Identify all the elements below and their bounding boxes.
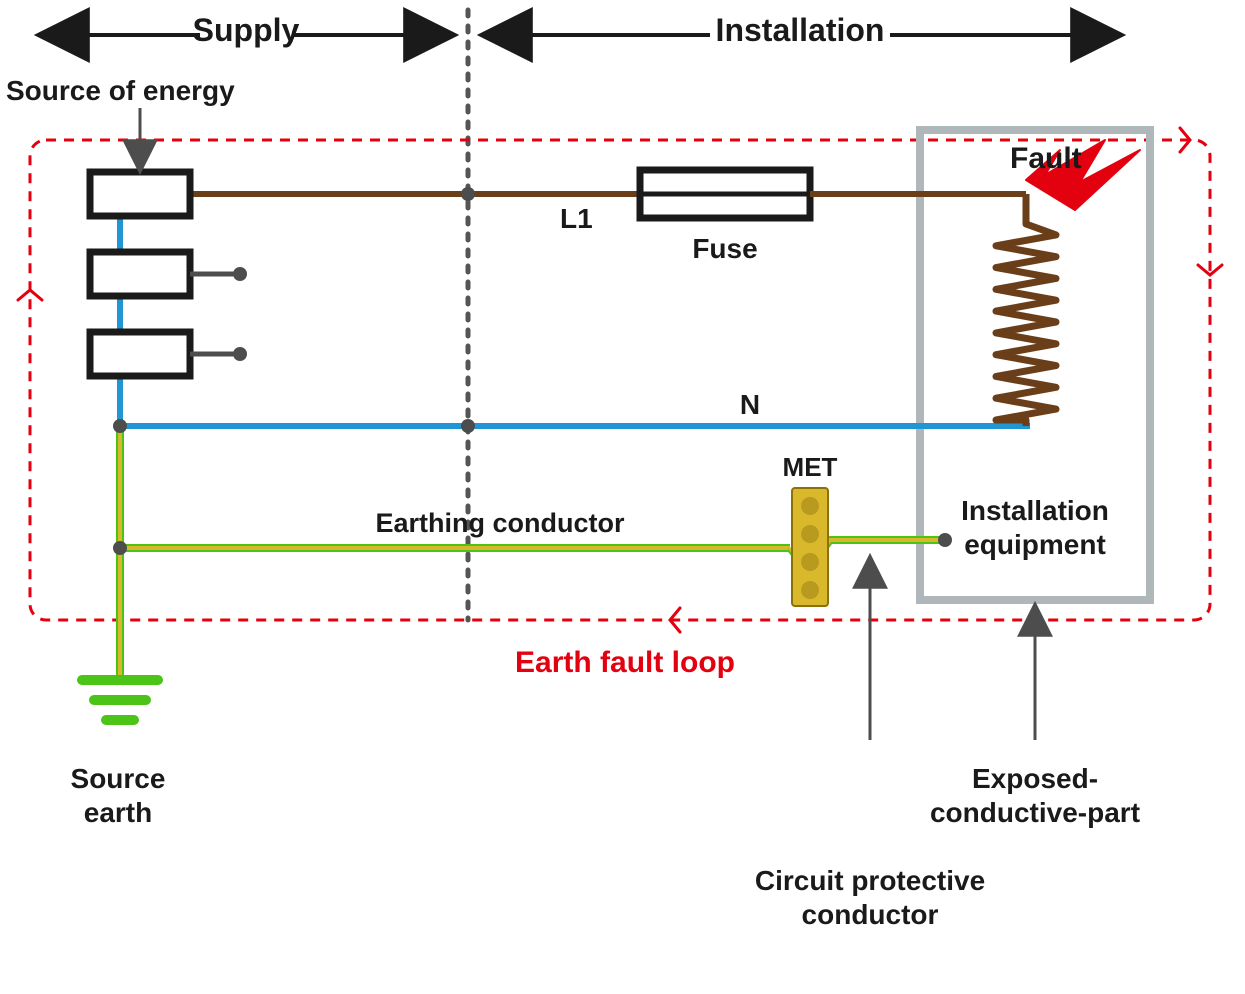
installation-label: Installation xyxy=(716,12,885,48)
source-winding xyxy=(90,252,190,296)
label-exposed-conductive-part: conductive-part xyxy=(930,797,1140,828)
load-heating-element xyxy=(996,194,1056,426)
label-installation-equipment: equipment xyxy=(964,529,1106,560)
label-n: N xyxy=(740,389,760,420)
label-circuit-protective-conductor: Circuit protective xyxy=(755,865,985,896)
earth-fault-loop-diagram: SupplySupplyInstallationSource of energy… xyxy=(0,0,1245,994)
label-source-earth: Source xyxy=(71,763,166,794)
source-winding xyxy=(90,172,190,216)
label-earth-fault-loop: Earth fault loop xyxy=(515,646,735,679)
fault-loop-arrowhead xyxy=(18,290,42,300)
supply-label: Supply xyxy=(193,12,300,48)
label-met: MET xyxy=(783,452,838,482)
label-l1: L1 xyxy=(560,203,593,234)
label-circuit-protective-conductor: conductor xyxy=(802,899,939,930)
label-earthing-conductor: Earthing conductor xyxy=(376,508,625,538)
label-installation-equipment: Installation xyxy=(961,495,1109,526)
label-source-of-energy: Source of energy xyxy=(6,75,235,106)
label-fault: Fault xyxy=(1010,142,1082,175)
source-winding xyxy=(90,332,190,376)
label-fuse: Fuse xyxy=(692,233,757,264)
label-exposed-conductive-part: Exposed- xyxy=(972,763,1098,794)
label-source-earth: earth xyxy=(84,797,152,828)
